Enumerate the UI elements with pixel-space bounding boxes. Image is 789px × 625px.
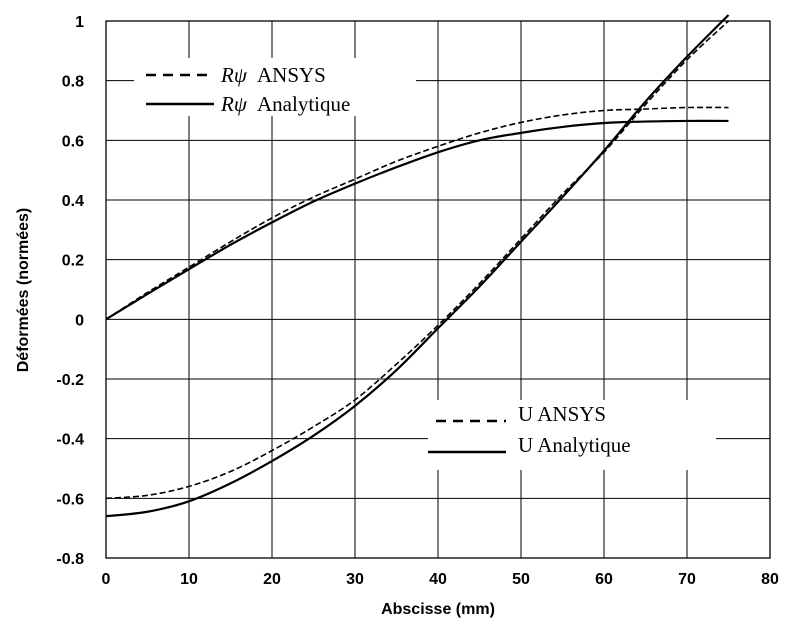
- y-tick-label: 0.6: [62, 133, 84, 150]
- y-tick-label: -0.4: [56, 432, 84, 449]
- y-tick-label: 1: [75, 14, 84, 31]
- x-tick-label: 10: [180, 571, 198, 588]
- x-tick-label: 40: [429, 571, 447, 588]
- y-tick-label: -0.6: [56, 491, 84, 508]
- x-tick-label: 20: [263, 571, 281, 588]
- x-tick-label: 80: [761, 571, 779, 588]
- plot-frame: [105, 20, 771, 559]
- legend-top: Rψ ANSYS Rψ Analytique: [134, 58, 416, 116]
- legend-entry-1-symbol: Rψ: [220, 63, 248, 87]
- y-tick-label: 0: [75, 312, 84, 329]
- x-tick-label: 70: [678, 571, 696, 588]
- y-tick-labels: 1 0.8 0.6 0.4 0.2 0 -0.2 -0.4 -0.6 -0.8: [56, 14, 84, 568]
- series-line-2: [105, 119, 729, 321]
- legend-bottom-box: [428, 400, 716, 470]
- legend-entry-2-label: Analytique: [257, 92, 350, 116]
- y-axis-title: Déformées (normées): [15, 208, 32, 373]
- legend-entry-4-label: U Analytique: [518, 433, 631, 457]
- y-tick-label: 0.8: [62, 74, 84, 91]
- legend-entry-2-symbol: Rψ: [220, 92, 248, 116]
- series-line-3: [105, 20, 730, 500]
- y-tick-label: 0.4: [62, 193, 84, 210]
- y-tick-label: -0.2: [56, 372, 84, 389]
- legend-bottom: U ANSYS U Analytique: [428, 400, 716, 470]
- x-axis-title: Abscisse (mm): [381, 601, 495, 618]
- x-tick-label: 50: [512, 571, 530, 588]
- series-line-4: [105, 14, 730, 518]
- legend-entry-1-label: ANSYS: [257, 63, 326, 87]
- series-line-1: [105, 106, 729, 321]
- legend-top-box: [134, 58, 416, 116]
- y-tick-label: 0.2: [62, 253, 84, 270]
- x-tick-label: 30: [346, 571, 364, 588]
- series-layer: [105, 14, 730, 518]
- legend-entry-3-label: U ANSYS: [518, 402, 606, 426]
- x-tick-label: 60: [595, 571, 613, 588]
- x-tick-labels: 0 10 20 30 40 50 60 70 80: [102, 571, 779, 588]
- x-tick-label: 0: [102, 571, 111, 588]
- y-tick-label: -0.8: [56, 551, 84, 568]
